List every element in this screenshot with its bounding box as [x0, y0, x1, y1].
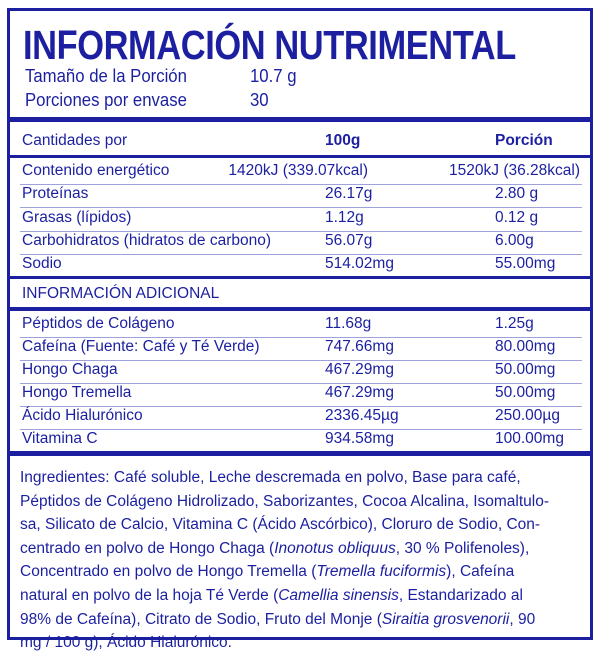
value-per-portion: 50.00mg: [495, 384, 556, 401]
nutrient-row: Carbohidratos (hidratos de carbono) 56.07…: [10, 232, 590, 254]
nutrient-name: Ácido Hialurónico: [22, 407, 143, 424]
row-divider: [20, 337, 582, 338]
divider: [10, 155, 590, 158]
additional-row: Vitamina C 934.58mg 100.00mg: [10, 430, 590, 452]
ingredients-segment: 98% de Cafeína), Citrato de Sodio, Fruto…: [20, 610, 382, 628]
nutrient-name: Cafeína (Fuente: Café y Té Verde): [22, 338, 260, 355]
nutrient-name: Hongo Tremella: [22, 384, 132, 401]
nutrient-row: Contenido energético 1420kJ (339.07kcal) 1…: [10, 162, 590, 184]
table-header: Cantidades por 100g Porción: [10, 132, 590, 154]
ingredients-segment: , Estandarizado al: [398, 586, 523, 604]
header-label: Cantidades por: [22, 132, 128, 149]
row-divider: [20, 184, 582, 185]
divider: [10, 307, 590, 311]
servings-per-container-label: Porciones por envase: [25, 90, 187, 110]
ingredients-line: natural en polvo de la hoja Té Verde (Ca…: [20, 584, 549, 608]
value-per-portion: 6.00g: [495, 231, 534, 249]
ingredients-line: sa, Silicato de Calcio, Vitamina C (Ácid…: [20, 513, 549, 537]
nutrient-name: Vitamina C: [22, 430, 98, 447]
additional-row: Péptidos de Colágeno 11.68g 1.25g: [10, 315, 590, 337]
additional-row: Hongo Tremella 467.29mg 50.00mg: [10, 384, 590, 406]
value-per-100g: 1.12g: [325, 208, 364, 226]
value-per-portion: 50.00mg: [495, 361, 556, 378]
value-per-100g: 1420kJ (339.07kcal): [228, 162, 368, 179]
row-divider: [20, 253, 582, 255]
value-per-portion: 0.12 g: [495, 208, 539, 226]
scientific-name: Tremella fuciformis: [316, 563, 447, 581]
value-per-portion: 2.80 g: [495, 185, 539, 203]
divider: [10, 276, 590, 279]
ingredients-segment: mg / 100 g), Ácido Hialurónico.: [20, 634, 232, 652]
value-per-portion: 80.00mg: [495, 338, 556, 355]
header-per-100g: 100g: [325, 132, 361, 149]
nutrient-name: Péptidos de Colágeno: [22, 315, 175, 332]
additional-info-title: INFORMACIÓN ADICIONAL: [22, 285, 220, 302]
row-divider: [20, 230, 582, 232]
value-per-100g: 514.02mg: [325, 255, 394, 273]
ingredients-segment: ), Cafeína: [446, 563, 515, 581]
ingredients-line: 98% de Cafeína), Citrato de Sodio, Fruto…: [20, 608, 549, 632]
nutrient-name: Carbohidratos (hidratos de carbono): [22, 231, 271, 249]
value-per-portion: 55.00mg: [495, 255, 556, 273]
additional-info-header: INFORMACIÓN ADICIONAL: [10, 285, 590, 307]
row-divider: [20, 207, 582, 209]
ingredients-segment: Concentrado en polvo de Hongo Tremella (: [20, 563, 317, 581]
scientific-name: Inonotus obliquus: [274, 539, 396, 557]
nutrient-name: Proteínas: [22, 185, 89, 203]
ingredients-line: mg / 100 g), Ácido Hialurónico.: [20, 631, 549, 655]
ingredients-segment: Ingredientes: Café soluble, Leche descre…: [20, 469, 521, 486]
nutrition-label: INFORMACIÓN NUTRIMENTAL Tamaño de la Por…: [7, 8, 593, 651]
value-per-100g: 2336.45µg: [325, 407, 399, 424]
ingredients-line: Péptidos de Colágeno Hidrolizado, Sabori…: [20, 490, 549, 514]
value-per-portion: 250.00µg: [495, 407, 560, 424]
value-per-100g: 26.17g: [325, 185, 373, 203]
value-per-100g: 747.66mg: [325, 338, 394, 355]
row-divider: [20, 383, 582, 384]
divider: [10, 117, 590, 122]
additional-row: Hongo Chaga 467.29mg 50.00mg: [10, 361, 590, 383]
ingredients-line: Ingredientes: Café soluble, Leche descre…: [20, 466, 549, 490]
value-per-100g: 934.58mg: [325, 430, 394, 447]
nutrient-name: Grasas (lípidos): [22, 208, 132, 226]
nutrient-row: Grasas (lípidos) 1.12g 0.12 g: [10, 209, 590, 231]
value-per-100g: 56.07g: [325, 231, 373, 249]
header-per-portion: Porción: [495, 132, 553, 149]
ingredients-segment: , 90: [509, 610, 536, 628]
value-per-portion: 1.25g: [495, 315, 534, 332]
row-divider: [20, 360, 582, 361]
scientific-name: Siraitia grosvenorii: [381, 610, 510, 628]
row-divider: [20, 406, 582, 407]
ingredients-segment: sa, Silicato de Calcio, Vitamina C (Ácid…: [20, 516, 541, 534]
ingredients-text: Ingredientes: Café soluble, Leche descre…: [20, 466, 549, 655]
value-per-100g: 467.29mg: [325, 361, 394, 378]
row-divider: [20, 429, 582, 430]
ingredients-line: Concentrado en polvo de Hongo Tremella (…: [20, 560, 549, 584]
ingredients-segment: , 30 % Polifenoles),: [395, 539, 530, 557]
additional-row: Ácido Hialurónico 2336.45µg 250.00µg: [10, 407, 590, 429]
value-per-portion: 1520kJ (36.28kcal): [449, 162, 580, 179]
ingredients-line: centrado en polvo de Hongo Chaga (Inonot…: [20, 537, 549, 561]
nutrient-name: Sodio: [22, 255, 62, 273]
servings-per-container-value: 30: [250, 90, 269, 110]
label-title: INFORMACIÓN NUTRIMENTAL: [23, 22, 516, 68]
additional-row: Cafeína (Fuente: Café y Té Verde) 747.66m…: [10, 338, 590, 360]
divider: [10, 451, 590, 456]
ingredients-segment: natural en polvo de la hoja Té Verde (: [20, 586, 279, 604]
ingredients-segment: Péptidos de Colágeno Hidrolizado, Sabori…: [20, 492, 550, 510]
serving-size-label: Tamaño de la Porción: [25, 66, 187, 86]
nutrient-row: Sodio 514.02mg 55.00mg: [10, 255, 590, 277]
value-per-portion: 100.00mg: [495, 430, 564, 447]
nutrient-name: Contenido energético: [22, 162, 170, 179]
nutrient-row: Proteínas 26.17g 2.80 g: [10, 185, 590, 207]
value-per-100g: 11.68g: [325, 315, 372, 332]
value-per-100g: 467.29mg: [325, 384, 394, 401]
nutrient-name: Hongo Chaga: [22, 361, 118, 378]
serving-size-value: 10.7 g: [250, 66, 297, 86]
scientific-name: Camellia sinensis: [278, 586, 399, 604]
ingredients-segment: centrado en polvo de Hongo Chaga (: [20, 539, 275, 557]
